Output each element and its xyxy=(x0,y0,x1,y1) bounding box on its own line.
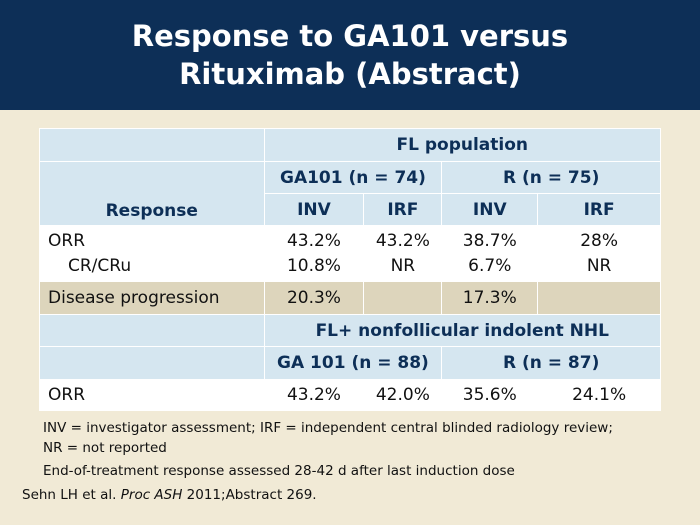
citation-prefix: Sehn LH et al. xyxy=(22,487,121,503)
table-row: Disease progression 20.3% 17.3% xyxy=(39,281,661,315)
cell-orr2-ga101-inv: 43.2% xyxy=(263,379,365,411)
table-row: ORR CR/CRu 43.2% 10.8% 43.2% NR 38.7% 6.… xyxy=(39,225,661,282)
response-header: Response xyxy=(105,201,198,221)
title-line-2: Rituximab (Abstract) xyxy=(179,57,521,91)
group-ga101-nhl-header: GA 101 (n = 88) xyxy=(263,346,443,380)
citation: Sehn LH et al. Proc ASH 2011;Abstract 26… xyxy=(22,487,317,503)
empty-cell-2 xyxy=(39,314,265,347)
row-label-orr: ORR xyxy=(48,230,86,251)
col-inv-2: INV xyxy=(441,193,539,226)
col-inv-1: INV xyxy=(263,193,365,226)
title-line-1: Response to GA101 versus xyxy=(131,19,569,53)
cell-crcru-r-inv: 6.7% xyxy=(468,255,512,276)
cell-crcru-r-irf: NR xyxy=(586,255,612,276)
cell-prog-ga101-inv: 20.3% xyxy=(263,281,365,315)
group-ga101-header: GA101 (n = 74) xyxy=(263,161,443,194)
group-r-header: R (n = 75) xyxy=(441,161,661,194)
citation-journal: Proc ASH xyxy=(120,487,183,503)
cell-orr-r-inv: 38.7% xyxy=(462,230,517,251)
row-label-progression: Disease progression xyxy=(39,281,265,315)
empty-cell-3 xyxy=(39,346,265,380)
footnote-line-3: End-of-treatment response assessed 28-42… xyxy=(43,463,515,479)
row-label-crcru: CR/CRu xyxy=(68,255,132,276)
footnote-line-2: NR = not reported xyxy=(43,440,167,456)
cell-orr2-ga101-irf: 42.0% xyxy=(363,379,443,411)
cell-crcru-ga101-inv: 10.8% xyxy=(286,255,341,276)
cell-prog-r-irf xyxy=(537,281,661,315)
group-r-nhl-header: R (n = 87) xyxy=(441,346,661,380)
footnote-line-1: INV = investigator assessment; IRF = ind… xyxy=(43,420,613,436)
response-table: FL population Response GA101 (n = 74) R … xyxy=(39,128,662,411)
cell-orr2-r-irf: 24.1% xyxy=(537,379,661,411)
population2-header: FL+ nonfollicular indolent NHL xyxy=(263,314,662,347)
cell-crcru-ga101-irf: NR xyxy=(390,255,416,276)
footnotes: INV = investigator assessment; IRF = ind… xyxy=(43,418,683,481)
cell-prog-r-inv: 17.3% xyxy=(441,281,539,315)
cell-orr-ga101-irf: 43.2% xyxy=(375,230,430,251)
title-bar: Response to GA101 versus Rituximab (Abst… xyxy=(0,0,700,110)
row-label-orr2: ORR xyxy=(39,379,265,411)
cell-prog-ga101-irf xyxy=(363,281,443,315)
citation-suffix: 2011;Abstract 269. xyxy=(182,487,317,503)
col-irf-2: IRF xyxy=(537,193,661,226)
empty-corner-cell xyxy=(39,128,265,162)
population-header: FL population xyxy=(263,128,662,162)
cell-orr2-r-inv: 35.6% xyxy=(441,379,539,411)
slide-title: Response to GA101 versus Rituximab (Abst… xyxy=(132,17,568,93)
col-irf-1: IRF xyxy=(363,193,443,226)
cell-orr-ga101-inv: 43.2% xyxy=(286,230,341,251)
table-row: ORR 43.2% 42.0% 35.6% 24.1% xyxy=(39,379,661,411)
cell-orr-r-irf: 28% xyxy=(580,230,618,251)
